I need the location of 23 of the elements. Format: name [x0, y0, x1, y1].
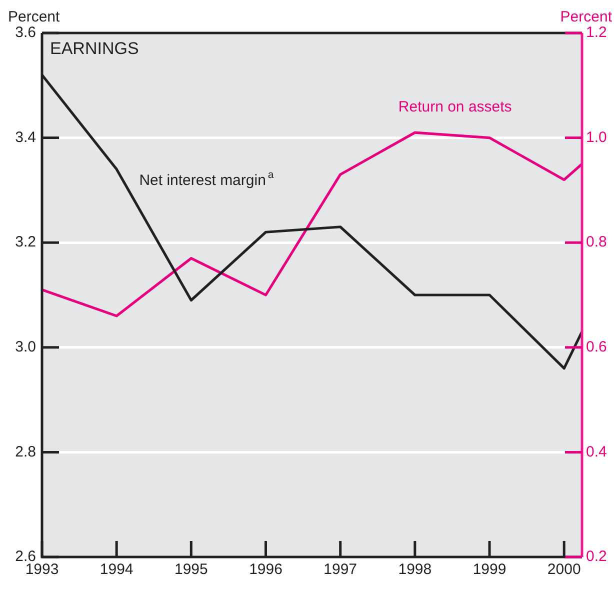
y2-tick-label: 1.0: [586, 128, 607, 146]
x-tick-label: 2000: [547, 561, 581, 578]
y2-axis-title: Percent: [560, 8, 613, 26]
x-tick-label: 1993: [25, 561, 59, 578]
y-tick-label: 3.6: [15, 24, 36, 42]
x-tick-label: 1999: [472, 561, 506, 578]
y-tick-label: 3.2: [15, 234, 36, 251]
series-label: Return on assets: [398, 98, 512, 116]
x-tick-label: 1997: [324, 561, 358, 578]
y2-tick-label: 1.2: [586, 24, 607, 42]
y2-tick-label: 0.8: [586, 234, 607, 251]
y-axis-title: Percent: [8, 8, 61, 26]
chart-title: EARNINGS: [50, 39, 139, 58]
x-tick-label: 1996: [249, 561, 282, 578]
y-tick-label: 3.4: [15, 128, 36, 146]
x-tick-label: 1995: [174, 561, 208, 578]
y2-tick-label: 0.4: [586, 443, 607, 460]
y-tick-label: 3.0: [15, 338, 36, 356]
y2-tick-label: 0.2: [586, 548, 607, 566]
x-tick-label: 1994: [100, 561, 134, 578]
x-tick-label: 1998: [398, 561, 432, 578]
y-tick-label: 2.8: [15, 443, 36, 460]
y2-tick-label: 0.6: [586, 338, 607, 356]
